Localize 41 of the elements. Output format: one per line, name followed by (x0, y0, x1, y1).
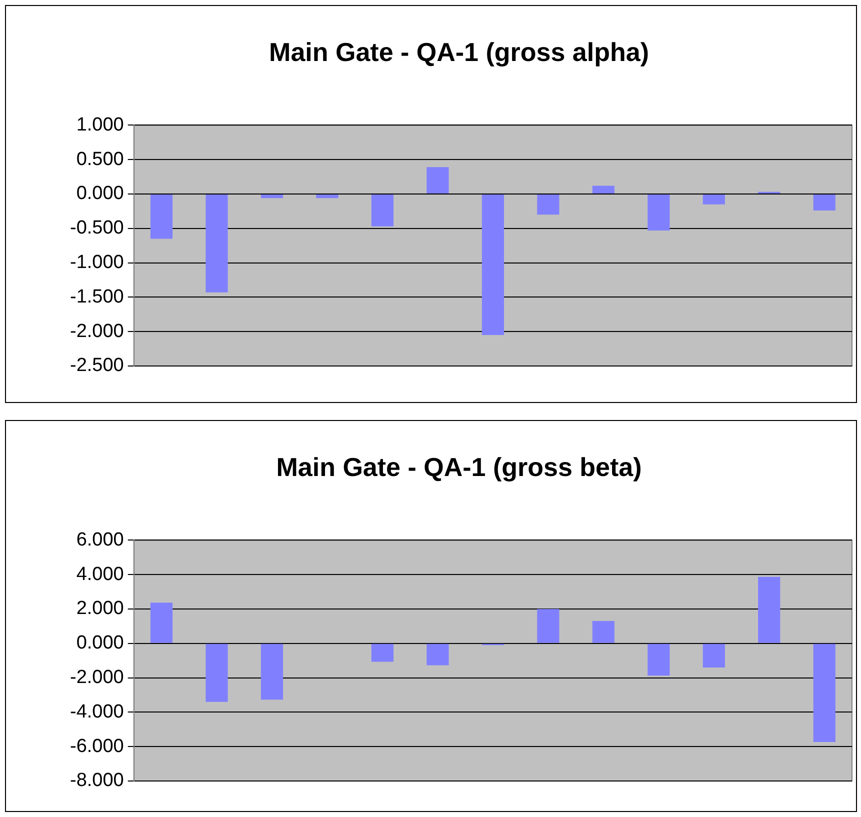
bar (702, 644, 725, 668)
y-tick-label: 4.000 (76, 564, 124, 585)
bar (371, 194, 394, 226)
bar (260, 644, 284, 700)
y-tick-label: -2.000 (70, 320, 124, 342)
bar (206, 194, 228, 292)
y-tick-label: -8.000 (70, 770, 124, 792)
y-tick-label: -0.500 (70, 218, 124, 239)
y-tick-label: -4.000 (70, 701, 124, 722)
bar (537, 609, 560, 643)
bar (150, 194, 173, 239)
bar (150, 602, 173, 643)
bar (592, 186, 614, 194)
bar (758, 576, 780, 643)
bar (426, 167, 449, 194)
y-tick-label: -2.000 (70, 667, 124, 688)
bar (702, 194, 725, 204)
y-tick-label: 2.000 (76, 598, 124, 620)
bar (648, 194, 670, 230)
bar (482, 194, 504, 336)
y-tick-label: 0.000 (76, 632, 124, 654)
y-tick-label: -6.000 (70, 736, 124, 757)
bar (537, 194, 560, 215)
y-tick-label: 0.500 (76, 148, 124, 170)
y-tick-label: -1.000 (70, 252, 124, 274)
bar (316, 194, 338, 198)
bar (426, 644, 449, 666)
y-tick-label: 1.000 (76, 114, 124, 136)
bar (592, 621, 614, 643)
bar (813, 644, 836, 742)
y-tick-label: -2.500 (70, 355, 124, 376)
bar (648, 644, 670, 676)
bar (260, 194, 284, 198)
chart-title: Main Gate - QA-1 (gross beta) (276, 452, 642, 482)
y-tick-label: 0.000 (76, 183, 124, 204)
bar (206, 644, 228, 702)
y-tick-label: -1.500 (70, 286, 124, 308)
chart-title: Main Gate - QA-1 (gross alpha) (269, 36, 649, 67)
bar (371, 644, 394, 662)
bar (813, 194, 836, 211)
y-tick-label: 6.000 (76, 529, 124, 550)
